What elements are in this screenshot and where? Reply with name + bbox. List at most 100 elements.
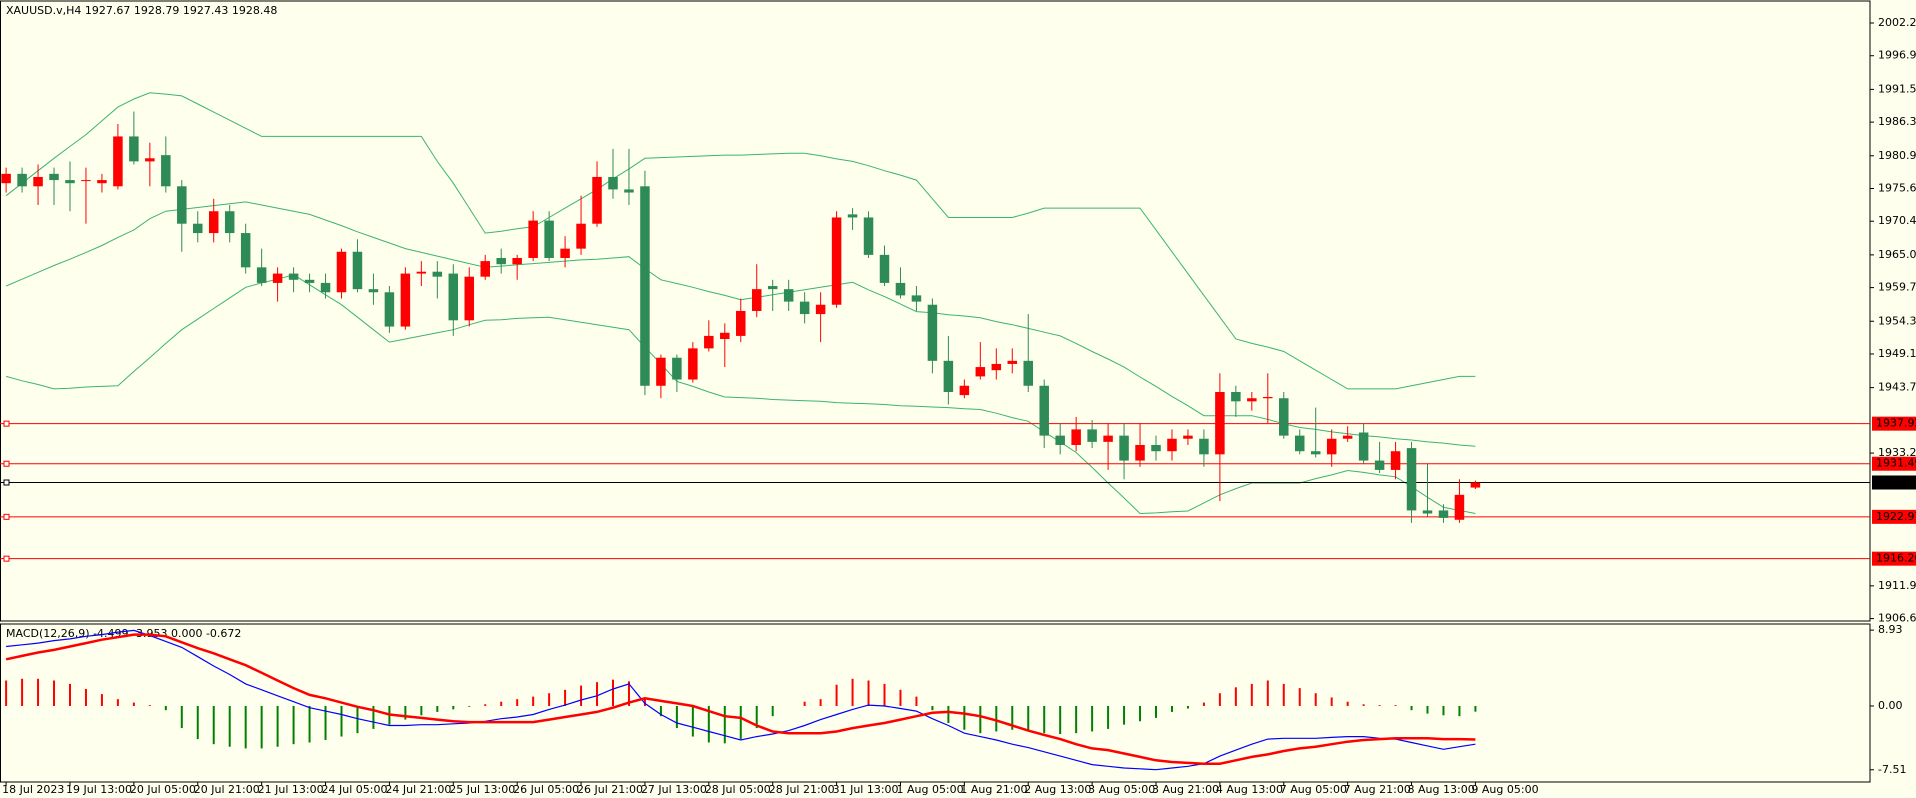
candle-body (528, 220, 538, 258)
candle-body (592, 176, 602, 224)
candle-body (1470, 482, 1481, 488)
candle-body (943, 360, 954, 392)
level-anchor (3, 555, 10, 562)
macd-line (5, 633, 1476, 765)
level-label: 1937.92 (1876, 417, 1916, 430)
candle-body (1103, 435, 1113, 442)
candle-body (1183, 435, 1193, 439)
candle-body (1438, 510, 1449, 518)
candle-body (145, 158, 155, 162)
candle-body (815, 304, 826, 315)
candle-body (831, 217, 842, 305)
candle-body (736, 310, 746, 336)
level-label-box (1872, 456, 1916, 471)
candle-body (288, 273, 299, 280)
y-tick-label: 1996.95 (1878, 49, 1916, 62)
candle-body (1406, 448, 1417, 511)
x-tick-label: 24 Jul 05:00 (322, 783, 388, 796)
candle-body (560, 248, 570, 258)
candle-body (208, 211, 219, 234)
x-tick-label: 20 Jul 05:00 (130, 783, 196, 796)
candle-body (1167, 438, 1177, 452)
candle-body (432, 271, 443, 277)
candle-body (1279, 398, 1289, 436)
y-tick-label: 1943.70 (1878, 381, 1916, 394)
panel-frame (0, 0, 1871, 622)
level-anchor (3, 460, 10, 467)
level-label: 1928.48 (1876, 476, 1916, 489)
x-tick-label: 7 Aug 21:00 (1344, 783, 1411, 796)
candle-body (624, 189, 634, 193)
x-tick-label: 2 Aug 13:00 (1024, 783, 1091, 796)
candle-body (1087, 429, 1097, 442)
level-label: 1922.97 (1876, 510, 1916, 523)
candle-body (1119, 435, 1129, 461)
candle-body (33, 176, 43, 187)
candle-body (65, 180, 75, 184)
candle-body (975, 367, 986, 377)
candle-body (672, 357, 682, 380)
candle-body (512, 257, 522, 265)
x-tick-label: 3 Aug 05:00 (1088, 783, 1155, 796)
candle-body (751, 289, 762, 311)
panel-title: MACD(12,26,9) -4.499 -3.953 0.000 -0.672 (6, 627, 241, 640)
candle-body (1215, 391, 1225, 455)
level-label-box (1872, 509, 1916, 524)
candle-body (224, 211, 235, 234)
candle-body (1039, 385, 1049, 436)
y-tick-label: 1911.90 (1878, 579, 1916, 592)
x-tick-label: 28 Jul 05:00 (705, 783, 771, 796)
y-tick-label: 1980.90 (1878, 149, 1916, 162)
candle-body (129, 136, 139, 162)
y-tick-label: 1970.40 (1878, 214, 1916, 227)
candle-body (161, 155, 171, 187)
candle-body (1071, 429, 1081, 445)
x-tick-label: 1 Aug 21:00 (960, 783, 1027, 796)
y-tick-label: 0.00 (1878, 699, 1903, 712)
y-tick-label: 1986.30 (1878, 115, 1916, 128)
candle-body (1310, 451, 1321, 455)
panel-title: XAUUSD.v,H4 1927.67 1928.79 1927.43 1928… (6, 4, 277, 17)
candle-body (991, 363, 1002, 371)
y-tick-label: 1965.00 (1878, 248, 1916, 261)
candle-body (496, 257, 506, 265)
candle-body (256, 267, 267, 283)
candle-body (49, 173, 59, 181)
candle-body (863, 217, 874, 255)
level-label: 1931.49 (1876, 457, 1916, 470)
y-tick-label: 1949.10 (1878, 347, 1916, 360)
candle-body (464, 276, 475, 321)
level-label: 1916.26 (1876, 552, 1916, 565)
candle-body (1326, 438, 1337, 455)
candle-body (448, 273, 459, 321)
y-tick-label: 2002.20 (1878, 16, 1916, 29)
x-tick-label: 31 Jul 13:00 (833, 783, 899, 796)
level-anchor (3, 513, 10, 520)
candle-body (97, 180, 107, 184)
candle-body (480, 261, 490, 277)
candle-body (1247, 398, 1257, 402)
x-tick-label: 24 Jul 21:00 (385, 783, 451, 796)
x-tick-label: 21 Jul 13:00 (258, 783, 324, 796)
candle-body (193, 223, 203, 234)
candle-body (799, 301, 810, 315)
candle-body (177, 186, 187, 224)
candle-body (1055, 435, 1065, 445)
candle-body (544, 220, 554, 258)
candle-body (1454, 494, 1465, 520)
macd-line (6, 629, 1476, 771)
candle-body (704, 335, 714, 349)
candle-body (17, 173, 27, 187)
candle-body (1358, 432, 1369, 461)
candle-body (1294, 435, 1305, 452)
candle-body (113, 136, 123, 187)
candle-body (81, 180, 91, 182)
candle-body (1342, 435, 1353, 439)
candle-body (240, 233, 251, 268)
x-tick-label: 20 Jul 21:00 (194, 783, 260, 796)
y-tick-label: 8.93 (1878, 623, 1903, 636)
level-label-box (1872, 475, 1916, 490)
candle-body (352, 251, 363, 290)
y-tick-label: 1906.65 (1878, 612, 1916, 625)
